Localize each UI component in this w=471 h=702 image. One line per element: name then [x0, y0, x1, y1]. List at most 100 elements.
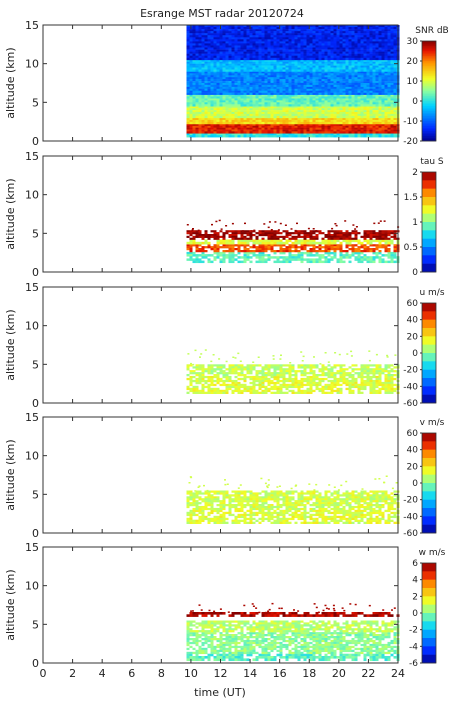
- heatmap-cell: [351, 73, 355, 76]
- heatmap-cell: [276, 55, 280, 59]
- heatmap-cell: [297, 92, 301, 95]
- heatmap-cell: [387, 83, 391, 86]
- heatmap-cell: [327, 86, 331, 90]
- heatmap-cell: [225, 77, 229, 80]
- heatmap-cell: [240, 45, 244, 48]
- heatmap-cell: [387, 35, 391, 38]
- heatmap-cell: [228, 86, 232, 90]
- heatmap-cell: [315, 45, 319, 48]
- heatmap-cell: [228, 106, 232, 109]
- heatmap-cell: [204, 75, 208, 78]
- heatmap-cell: [366, 239, 370, 243]
- heatmap-cell: [357, 81, 361, 84]
- heatmap-cell: [237, 129, 241, 132]
- heatmap-cell: [333, 237, 337, 240]
- heatmap-cell: [270, 92, 274, 95]
- heatmap-cell: [219, 86, 223, 90]
- heatmap-cell: [294, 110, 298, 113]
- heatmap-cell: [321, 57, 325, 61]
- heatmap-cell: [303, 45, 307, 48]
- heatmap-cell: [291, 256, 295, 259]
- heatmap-cell: [306, 94, 310, 97]
- heatmap-cell: [228, 251, 232, 255]
- heatmap-cell: [204, 112, 208, 115]
- heatmap-cell: [267, 124, 271, 127]
- heatmap-cell: [279, 45, 283, 48]
- heatmap-cell: [270, 106, 274, 109]
- heatmap-cell: [243, 79, 247, 82]
- heatmap-cell: [192, 117, 196, 121]
- heatmap-cell: [261, 71, 265, 74]
- heatmap-cell: [393, 251, 397, 255]
- heatmap-cell: [300, 45, 304, 48]
- heatmap-cell: [366, 73, 370, 76]
- heatmap-cell: [216, 79, 220, 82]
- heatmap-cell: [264, 63, 268, 66]
- heatmap-cell: [276, 69, 280, 72]
- heatmap-cell: [312, 124, 316, 127]
- heatmap-cell: [225, 35, 229, 38]
- heatmap-cell: [324, 77, 328, 80]
- heatmap-cell: [192, 75, 196, 78]
- heatmap-cell: [324, 63, 328, 66]
- heatmap-cell: [306, 90, 310, 93]
- heatmap-cell: [342, 88, 346, 92]
- heatmap-cell: [225, 29, 229, 32]
- heatmap-cell: [279, 29, 283, 32]
- heatmap-cell: [267, 71, 271, 74]
- colorbar-swatch: [422, 74, 436, 77]
- heatmap-cell: [360, 133, 364, 136]
- heatmap-cell: [258, 88, 262, 92]
- heatmap-cell: [186, 69, 190, 72]
- heatmap-cell: [291, 115, 295, 119]
- heatmap-cell: [246, 65, 250, 68]
- heatmap-cell: [186, 110, 190, 113]
- heatmap-cell: [234, 110, 238, 113]
- heatmap-cell: [315, 94, 319, 97]
- heatmap-cell: [279, 117, 283, 121]
- heatmap-cell: [375, 119, 379, 123]
- heatmap-cell: [381, 61, 385, 64]
- heatmap-cell: [276, 73, 280, 76]
- heatmap-cell: [294, 112, 298, 115]
- heatmap-cell: [228, 125, 232, 128]
- heatmap-cell: [279, 51, 283, 54]
- heatmap-cell: [267, 248, 271, 251]
- heatmap-cell: [261, 77, 265, 80]
- heatmap-cell: [300, 244, 304, 247]
- heatmap-cell: [282, 47, 286, 50]
- heatmap-cell: [297, 31, 301, 34]
- heatmap-cell: [225, 135, 229, 138]
- heatmap-cell: [294, 90, 298, 93]
- heatmap-cell: [285, 43, 289, 46]
- heatmap-cell: [222, 135, 226, 138]
- heatmap-cell: [195, 124, 199, 127]
- heatmap-cell: [378, 135, 382, 138]
- heatmap-cell: [357, 110, 361, 113]
- heatmap-cell: [213, 250, 217, 253]
- heatmap-cell: [303, 104, 307, 107]
- heatmap-cell: [273, 250, 277, 253]
- heatmap-cell: [300, 43, 304, 46]
- heatmap-cell: [342, 73, 346, 76]
- heatmap-cell: [372, 47, 376, 50]
- heatmap-cell: [285, 67, 289, 70]
- heatmap-cell: [372, 39, 376, 42]
- heatmap-cell: [246, 124, 250, 127]
- heatmap-cell: [186, 235, 190, 238]
- heatmap-cell: [327, 244, 331, 247]
- heatmap-cell: [333, 94, 337, 97]
- colorbar-swatch: [422, 46, 436, 48]
- heatmap-cell: [333, 67, 337, 70]
- heatmap-cell: [381, 67, 385, 70]
- heatmap-cell: [330, 100, 334, 103]
- heatmap-cell: [375, 57, 379, 61]
- heatmap-cell: [273, 230, 277, 233]
- heatmap-cell: [315, 98, 319, 101]
- heatmap-cell: [204, 92, 208, 95]
- heatmap-cell: [384, 88, 388, 92]
- heatmap-cell: [279, 256, 283, 259]
- heatmap-cell: [321, 115, 325, 119]
- heatmap-cell: [186, 59, 190, 63]
- heatmap-cell: [255, 29, 259, 32]
